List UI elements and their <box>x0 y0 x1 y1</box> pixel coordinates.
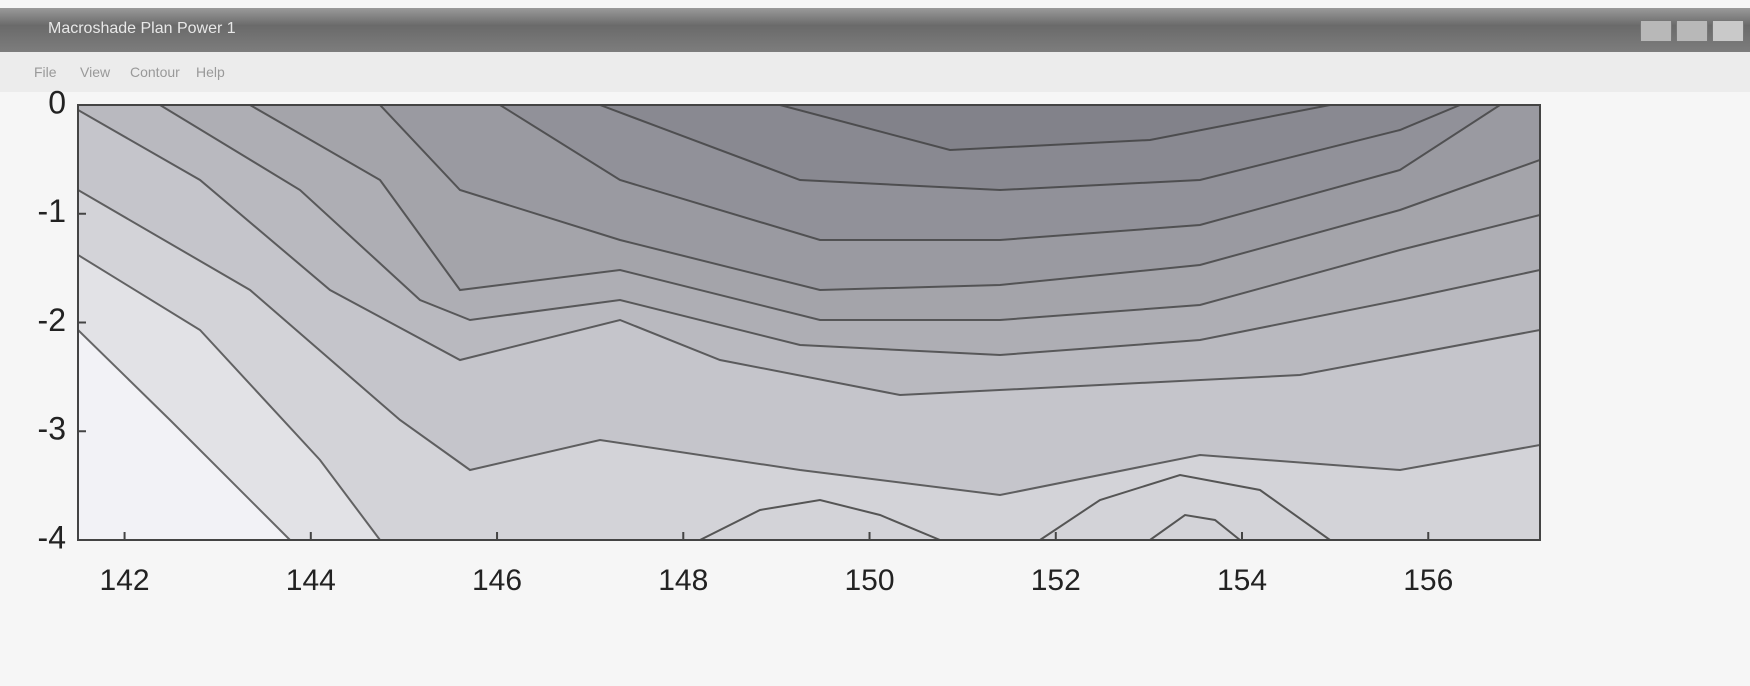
menu-item[interactable]: Help <box>196 64 225 80</box>
plot-area <box>78 105 1540 540</box>
x-tick-label: 142 <box>100 564 150 597</box>
x-tick-label: 144 <box>286 564 336 597</box>
close-button[interactable] <box>1712 20 1744 42</box>
x-tick-label: 146 <box>472 564 522 597</box>
contour-band <box>779 105 1331 152</box>
x-tick-label: 150 <box>844 564 894 597</box>
y-tick-label: -4 <box>38 519 66 555</box>
menu-bar: File View Contour Help <box>0 52 1750 92</box>
contour-band <box>158 105 1540 357</box>
title-bar: Macroshade Plan Power 1 <box>0 8 1750 52</box>
contour-band <box>78 105 1540 540</box>
contour-line <box>1149 513 1241 540</box>
menu-item[interactable]: File <box>34 64 57 80</box>
contour-band <box>247 105 1540 321</box>
window-title: Macroshade Plan Power 1 <box>48 20 236 37</box>
contour-band <box>599 105 1461 192</box>
contour-band <box>78 105 1540 397</box>
x-tick-label: 148 <box>658 564 708 597</box>
contour-line <box>699 498 941 540</box>
contour-band <box>378 105 1540 292</box>
contour-band <box>78 105 1540 497</box>
menu-item[interactable]: Contour <box>130 64 180 80</box>
contour-bands <box>78 105 1540 540</box>
y-tick-label: -1 <box>38 193 66 229</box>
y-tick-label: 0 <box>48 84 66 120</box>
y-tick-label: -2 <box>38 302 66 338</box>
contour-band <box>498 105 1502 241</box>
minimize-button[interactable] <box>1640 20 1672 42</box>
contour-band <box>78 105 1540 540</box>
menu-item[interactable]: View <box>80 64 111 80</box>
y-tick-label: -3 <box>38 411 66 447</box>
x-tick-label: 154 <box>1217 564 1267 597</box>
contour-line <box>1039 473 1331 540</box>
maximize-button[interactable] <box>1676 20 1708 42</box>
x-tick-label: 156 <box>1403 564 1453 597</box>
x-tick-label: 152 <box>1031 564 1081 597</box>
